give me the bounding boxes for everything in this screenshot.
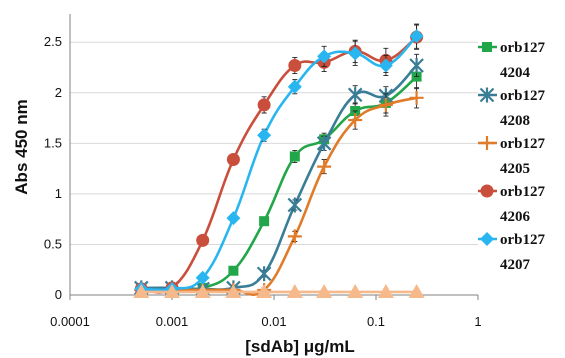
data-point [286, 283, 303, 298]
data-point [348, 113, 363, 128]
tick-labels: 0 0.5 1 1.5 2 2.5 0.0001 0.001 0.01 0.1 1 [44, 34, 482, 329]
y-tick-label: 1 [55, 186, 62, 201]
legend-label: 4207 [500, 257, 531, 273]
data-point [377, 283, 394, 298]
y-tick-label: 2.5 [44, 34, 62, 49]
data-point [257, 128, 272, 143]
legend-label: orb127 [500, 136, 546, 152]
series-line [141, 36, 418, 294]
data-point [409, 90, 424, 105]
data-point [133, 283, 150, 298]
data-point [195, 270, 210, 285]
legend-entry: orb127 4208 [478, 87, 546, 129]
data-point [194, 283, 211, 298]
series-orb1274204 [136, 64, 422, 294]
data-point [347, 283, 364, 298]
data-point [317, 159, 332, 174]
data-point [316, 283, 333, 298]
series-layer [133, 23, 425, 298]
legend-marker [482, 42, 492, 52]
data-point [287, 79, 302, 94]
series-line [141, 35, 418, 292]
data-point [164, 283, 180, 298]
series-line [141, 96, 417, 296]
x-tick-label: 0.001 [156, 314, 189, 329]
data-point [256, 266, 272, 282]
data-point [226, 211, 241, 226]
legend-marker [480, 232, 494, 246]
series-orb1274208 [134, 53, 424, 297]
data-point [378, 58, 393, 73]
series-orb1274205 [134, 87, 424, 297]
data-point [259, 216, 270, 227]
data-point [225, 283, 242, 298]
y-tick-label: 0 [55, 287, 62, 302]
data-point [409, 57, 424, 73]
legend-label: orb127 [500, 40, 546, 56]
legend-marker [480, 184, 494, 198]
legend-entry: orb127 4205 [478, 136, 546, 177]
x-tick-label: 1 [474, 314, 481, 329]
data-point [348, 46, 363, 61]
data-point [228, 265, 239, 276]
legend-label: orb127 [500, 88, 546, 104]
legend-label: orb127 [500, 232, 546, 248]
legend-label: 4204 [500, 65, 531, 81]
legend-label: 4206 [500, 209, 531, 225]
data-point [378, 97, 393, 112]
data-point [289, 151, 300, 162]
data-point [287, 197, 303, 213]
series-orb1274207 [134, 23, 424, 296]
legend-entry: orb127 4206 [478, 184, 546, 225]
x-axis-title: [sdAb] μg/mL [245, 337, 355, 356]
legend-label: 4205 [500, 161, 530, 177]
y-tick-label: 0.5 [44, 236, 62, 251]
legend-entry: orb127 4204 [478, 40, 546, 81]
data-point [257, 98, 271, 112]
x-tick-label: 0.1 [367, 314, 385, 329]
x-tick-label: 0.0001 [50, 314, 90, 329]
data-point [317, 49, 332, 64]
y-axis-title: Abs 450 nm [12, 99, 31, 194]
legend-marker [480, 136, 494, 150]
data-point [409, 29, 424, 44]
data-point [408, 283, 425, 298]
data-point [226, 153, 240, 167]
series-line [141, 64, 418, 291]
y-tick-label: 1.5 [44, 135, 62, 150]
gridlines [70, 41, 478, 245]
series-baseline-5 [133, 283, 425, 298]
y-tick-label: 2 [55, 85, 62, 100]
data-point [256, 283, 273, 298]
data-point [196, 233, 210, 247]
legend-marker [479, 87, 495, 103]
data-point [347, 87, 363, 103]
data-point [287, 229, 302, 244]
legend-entry: orb127 4207 [478, 232, 546, 273]
legend: orb127 4204 orb127 4208 orb127 4205 orb127 4206… [478, 40, 546, 273]
data-point [316, 135, 332, 151]
legend-label: 4208 [500, 113, 530, 129]
x-tick-label: 0.01 [261, 314, 286, 329]
data-point [288, 58, 302, 72]
legend-label: orb127 [500, 184, 546, 200]
